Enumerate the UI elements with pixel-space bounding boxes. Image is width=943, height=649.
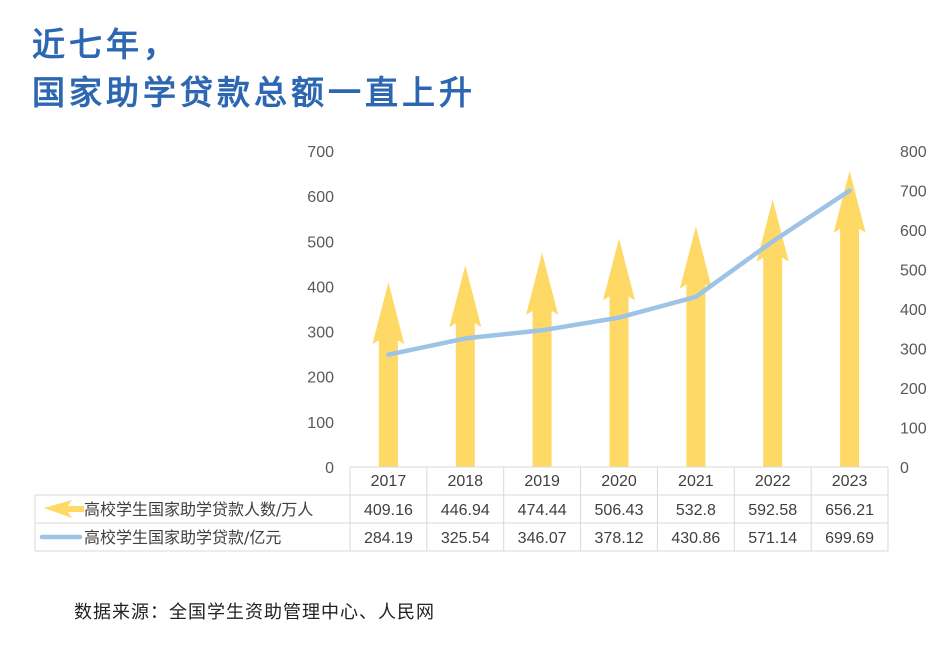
category-label: 2022: [755, 473, 791, 490]
chart-title-line1: 近七年，: [32, 25, 180, 64]
right-axis-tick-label: 100: [900, 421, 927, 438]
legend-label-amount: 高校学生国家助学贷款/亿元: [84, 528, 281, 547]
bar-arrow-2017: [372, 282, 405, 467]
chart-title-line2: 国家助学贷款总额一直上升: [32, 73, 476, 112]
table-value-amount: 284.19: [364, 530, 413, 547]
bar-arrow-2020: [603, 238, 635, 467]
bar-arrow-2019: [526, 252, 559, 467]
left-axis-tick-label: 200: [307, 370, 334, 387]
legend-key-arrow: [44, 500, 84, 518]
left-axis-tick-label: 400: [307, 279, 334, 296]
bar-arrow-2018: [449, 265, 482, 467]
table-value-amount: 571.14: [748, 530, 797, 547]
left-axis-tick-label: 100: [307, 415, 334, 432]
category-label: 2023: [832, 473, 868, 490]
category-label: 2021: [678, 473, 714, 490]
left-axis-tick-label: 300: [307, 325, 334, 342]
right-axis-tick-label: 0: [900, 460, 909, 477]
table-value-amount: 699.69: [825, 530, 874, 547]
table-value-students: 656.21: [825, 502, 874, 519]
right-axis-tick-label: 200: [900, 381, 927, 398]
left-axis-tick-label: 700: [307, 144, 334, 161]
legend-label-students: 高校学生国家助学贷款人数/万人: [84, 500, 313, 519]
bar-arrow-2023: [833, 170, 866, 468]
table-value-students: 409.16: [364, 502, 413, 519]
table-value-students: 446.94: [441, 502, 490, 519]
table-value-students: 592.58: [748, 502, 797, 519]
category-label: 2018: [447, 473, 483, 490]
table-value-students: 474.44: [518, 502, 567, 519]
table-value-amount: 325.54: [441, 530, 490, 547]
table-value-amount: 378.12: [595, 530, 644, 547]
line-series-loan-amount: [386, 188, 852, 357]
right-axis-tick-label: 400: [900, 302, 927, 319]
right-axis-tick-label: 300: [900, 342, 927, 359]
category-label: 2020: [601, 473, 637, 490]
right-axis-tick-label: 700: [900, 184, 927, 201]
bar-arrow-2021: [679, 226, 712, 467]
bar-arrow-2022: [756, 199, 789, 467]
right-axis-tick-label: 600: [900, 223, 927, 240]
data-source-note: 数据来源：全国学生资助管理中心、人民网: [74, 602, 435, 623]
table-value-amount: 346.07: [518, 530, 567, 547]
table-value-students: 506.43: [595, 502, 644, 519]
left-axis-tick-label: 0: [325, 460, 334, 477]
table-value-students: 532.8: [676, 502, 716, 519]
right-axis-tick-label: 800: [900, 144, 927, 161]
category-label: 2019: [524, 473, 560, 490]
left-axis-tick-label: 600: [307, 189, 334, 206]
table-value-amount: 430.86: [671, 530, 720, 547]
right-axis-tick-label: 500: [900, 263, 927, 280]
left-axis-tick-label: 500: [307, 234, 334, 251]
category-label: 2017: [371, 473, 407, 490]
